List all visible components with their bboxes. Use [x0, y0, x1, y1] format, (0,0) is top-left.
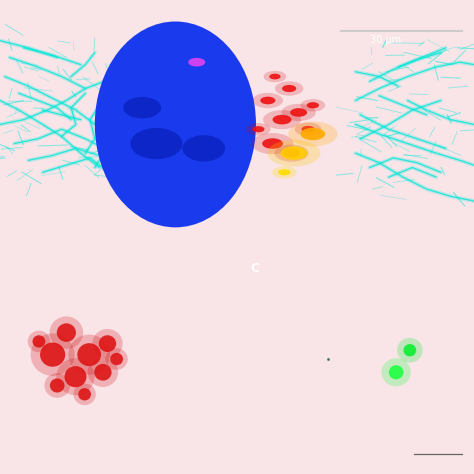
Ellipse shape — [94, 364, 111, 381]
Ellipse shape — [50, 378, 64, 392]
Ellipse shape — [295, 122, 321, 136]
Ellipse shape — [246, 123, 271, 136]
Ellipse shape — [253, 93, 283, 108]
Ellipse shape — [301, 128, 325, 140]
Ellipse shape — [307, 102, 319, 109]
Text: 30 μm: 30 μm — [370, 36, 401, 46]
Ellipse shape — [301, 99, 325, 111]
Ellipse shape — [290, 108, 307, 117]
Ellipse shape — [275, 82, 303, 96]
Ellipse shape — [282, 104, 316, 121]
Ellipse shape — [57, 323, 76, 342]
Ellipse shape — [64, 366, 86, 387]
Ellipse shape — [281, 146, 307, 160]
Ellipse shape — [283, 149, 300, 157]
Ellipse shape — [188, 58, 205, 66]
Ellipse shape — [282, 85, 296, 92]
Ellipse shape — [301, 126, 315, 133]
Ellipse shape — [269, 73, 281, 80]
Ellipse shape — [252, 133, 293, 154]
Ellipse shape — [33, 335, 46, 347]
Ellipse shape — [264, 71, 286, 82]
Ellipse shape — [389, 365, 403, 379]
Ellipse shape — [110, 353, 123, 365]
Ellipse shape — [263, 110, 301, 129]
Ellipse shape — [40, 343, 65, 367]
Ellipse shape — [273, 115, 292, 125]
Ellipse shape — [88, 357, 118, 387]
Ellipse shape — [252, 126, 264, 132]
Ellipse shape — [99, 335, 116, 352]
Ellipse shape — [45, 373, 70, 398]
Ellipse shape — [260, 97, 275, 104]
Ellipse shape — [31, 333, 74, 376]
Ellipse shape — [50, 317, 83, 349]
Ellipse shape — [272, 166, 297, 179]
Ellipse shape — [78, 388, 91, 401]
Text: C: C — [250, 262, 259, 275]
Ellipse shape — [77, 343, 101, 366]
Ellipse shape — [274, 145, 309, 162]
Ellipse shape — [262, 138, 283, 149]
Ellipse shape — [28, 331, 50, 352]
Ellipse shape — [130, 128, 182, 159]
Ellipse shape — [288, 121, 337, 146]
Ellipse shape — [95, 21, 256, 228]
Ellipse shape — [267, 140, 320, 166]
Ellipse shape — [403, 344, 416, 356]
Ellipse shape — [278, 169, 291, 175]
Ellipse shape — [182, 135, 225, 162]
Ellipse shape — [56, 358, 95, 395]
Ellipse shape — [123, 97, 161, 118]
Ellipse shape — [92, 329, 123, 358]
Ellipse shape — [73, 383, 96, 405]
Ellipse shape — [397, 338, 423, 363]
Ellipse shape — [382, 358, 411, 386]
Ellipse shape — [105, 348, 128, 370]
Ellipse shape — [68, 335, 110, 375]
